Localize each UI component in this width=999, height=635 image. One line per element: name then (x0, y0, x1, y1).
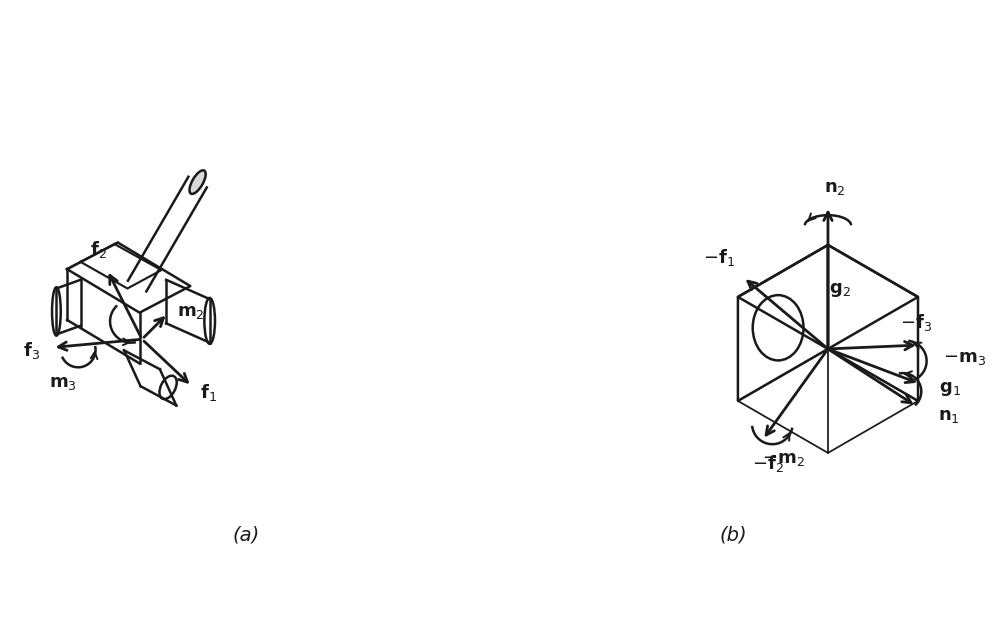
Ellipse shape (190, 170, 206, 194)
Text: $-\mathbf{f}_1$: $-\mathbf{f}_1$ (703, 246, 735, 268)
Text: $\mathbf{f}_2$: $\mathbf{f}_2$ (90, 239, 107, 260)
Text: $\mathbf{g}_1$: $\mathbf{g}_1$ (939, 380, 961, 398)
Text: $\mathbf{m}_3$: $\mathbf{m}_3$ (49, 374, 77, 392)
Text: (b): (b) (720, 526, 747, 545)
Text: $-\mathbf{f}_3$: $-\mathbf{f}_3$ (900, 312, 932, 333)
Text: $\mathbf{g}_2$: $\mathbf{g}_2$ (829, 281, 851, 298)
Text: $-\mathbf{f}_2$: $-\mathbf{f}_2$ (751, 453, 783, 474)
Text: $\mathbf{n}_1$: $\mathbf{n}_1$ (938, 406, 960, 425)
Text: $\mathbf{f}_1$: $\mathbf{f}_1$ (200, 382, 217, 403)
Text: $-\mathbf{m}_2$: $-\mathbf{m}_2$ (761, 450, 804, 469)
Text: $\mathbf{m}_2$: $\mathbf{m}_2$ (177, 303, 205, 321)
Text: $\mathbf{f}_3$: $\mathbf{f}_3$ (23, 340, 40, 361)
Text: $\mathbf{n}_2$: $\mathbf{n}_2$ (824, 178, 846, 197)
Text: $-\mathbf{m}_3$: $-\mathbf{m}_3$ (943, 349, 986, 366)
Text: (a): (a) (233, 526, 260, 545)
